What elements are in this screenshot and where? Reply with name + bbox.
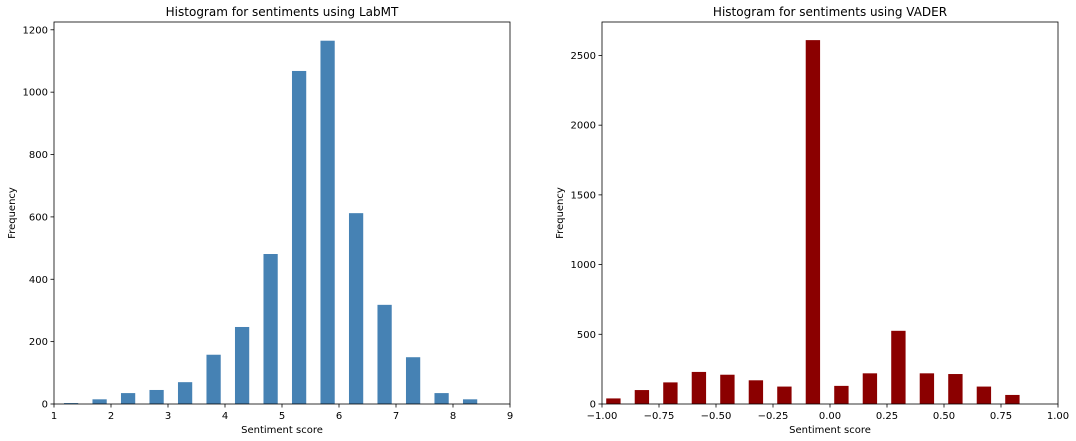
histogram-bar [976, 386, 992, 404]
histogram-bar [948, 374, 963, 404]
x-tick-label: 2 [108, 411, 114, 422]
x-tick-label: 7 [393, 411, 399, 422]
y-tick-label: 2000 [571, 121, 596, 132]
y-tick-label: 0 [42, 400, 48, 411]
x-tick-label: −0.50 [701, 411, 732, 422]
histogram-bar [63, 403, 79, 404]
bar-group [63, 40, 478, 405]
x-axis-ticks: −1.00 −0.75 −0.50 −0.25 0.00 0.25 0.50 0.75 1.00 [587, 404, 1069, 422]
histogram-bar [462, 399, 478, 404]
histogram-bar [263, 254, 278, 404]
histogram-bar [1005, 394, 1020, 404]
labmt-histogram: Histogram for sentiments using LabMT 1 2 3… [7, 5, 513, 436]
y-tick-label: 1200 [23, 25, 48, 36]
histogram-bar [149, 389, 164, 404]
x-tick-label: 4 [222, 411, 228, 422]
x-tick-label: 1.00 [1047, 411, 1069, 422]
histogram-bar [177, 382, 193, 404]
bar-group [606, 40, 1020, 405]
histogram-bar [377, 304, 392, 404]
y-axis-ticks: 0 500 1000 1500 2000 2500 [571, 51, 602, 411]
x-tick-label: 0.75 [990, 411, 1012, 422]
x-tick-label: 9 [507, 411, 513, 422]
histogram-bar [919, 373, 935, 404]
chart-title: Histogram for sentiments using LabMT [166, 5, 399, 19]
histogram-bar [405, 357, 421, 404]
histogram-bar [320, 40, 335, 405]
histogram-bar [206, 354, 221, 404]
x-tick-label: 0.25 [876, 411, 898, 422]
y-tick-label: 2500 [571, 51, 596, 62]
histogram-bar [663, 382, 678, 404]
y-tick-label: 200 [29, 337, 48, 348]
histogram-bar [891, 330, 906, 404]
chart-title: Histogram for sentiments using VADER [713, 5, 947, 19]
x-tick-label: −1.00 [587, 411, 618, 422]
histogram-bar [606, 398, 621, 404]
x-tick-label: 6 [336, 411, 342, 422]
x-tick-label: 8 [450, 411, 456, 422]
histogram-bar [434, 393, 449, 404]
y-tick-label: 0 [590, 400, 596, 411]
x-tick-label: 0.50 [933, 411, 955, 422]
histogram-bar [92, 399, 107, 404]
y-tick-label: 1500 [571, 190, 596, 201]
y-axis-ticks: 0 200 400 600 800 1000 1200 [23, 25, 54, 411]
x-tick-label: −0.25 [758, 411, 789, 422]
y-tick-label: 500 [577, 330, 596, 341]
histogram-bar [777, 386, 792, 404]
y-tick-label: 600 [29, 212, 48, 223]
x-axis-ticks: 1 2 3 4 5 6 7 8 9 [51, 404, 513, 422]
y-tick-label: 1000 [571, 260, 596, 271]
x-tick-label: 1 [51, 411, 57, 422]
y-tick-label: 1000 [23, 88, 48, 99]
x-axis-label: Sentiment score [789, 425, 871, 436]
histogram-bar [348, 213, 364, 404]
histogram-bar [691, 371, 707, 404]
x-axis-label: Sentiment score [241, 425, 323, 436]
y-axis-label: Frequency [555, 187, 566, 239]
histogram-bar [120, 393, 136, 404]
histogram-bar [234, 326, 250, 404]
x-tick-label: 0.00 [819, 411, 841, 422]
x-tick-label: 5 [279, 411, 285, 422]
histogram-bar [291, 70, 307, 405]
histogram-bar [862, 373, 878, 404]
x-tick-label: 3 [165, 411, 171, 422]
histogram-bar [748, 380, 764, 404]
x-tick-label: −0.75 [644, 411, 675, 422]
histogram-bar [720, 374, 735, 404]
histogram-bar [634, 390, 650, 404]
histogram-bar [805, 40, 821, 405]
y-tick-label: 400 [29, 275, 48, 286]
y-tick-label: 800 [29, 150, 48, 161]
histogram-bar [834, 385, 849, 404]
vader-histogram: Histogram for sentiments using VADER −1.… [555, 5, 1069, 436]
y-axis-label: Frequency [7, 187, 18, 239]
